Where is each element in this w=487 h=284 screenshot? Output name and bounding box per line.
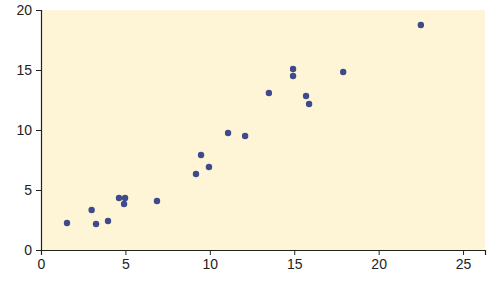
- tick-label: 5: [24, 182, 32, 198]
- plot: 0 5 10 15 20 25 0 5 10 15 20: [16, 2, 485, 272]
- tick-mark: [210, 250, 211, 255]
- point: [303, 93, 309, 99]
- tick-label: 20: [16, 2, 32, 18]
- tick: 25: [456, 250, 472, 272]
- point: [206, 164, 212, 170]
- tick-label: 0: [38, 256, 46, 272]
- point: [306, 101, 312, 107]
- tick: 5: [122, 250, 130, 272]
- point: [290, 66, 296, 72]
- tick-mark: [36, 250, 41, 251]
- y-axis: 0 5 10 15 20: [16, 2, 41, 258]
- tick-mark: [36, 190, 41, 191]
- tick-mark: [36, 10, 41, 11]
- tick: 0: [24, 242, 41, 258]
- tick: 0: [38, 250, 46, 272]
- plot-background: [41, 10, 485, 250]
- tick-mark: [125, 250, 126, 255]
- chart: 0 5 10 15 20 25 0 5 10 15 20: [0, 0, 487, 284]
- point: [340, 69, 346, 75]
- tick-mark: [36, 130, 41, 131]
- tick: 15: [16, 62, 41, 78]
- axis-line: [42, 251, 486, 256]
- point: [88, 207, 94, 213]
- tick-label: 10: [16, 122, 32, 138]
- point: [225, 130, 231, 136]
- tick-label: 10: [203, 256, 219, 272]
- points: [64, 22, 424, 227]
- tick-label: 20: [371, 256, 387, 272]
- tick-mark: [463, 250, 464, 255]
- tick-mark: [36, 70, 41, 71]
- point: [122, 195, 128, 201]
- point: [121, 201, 127, 207]
- tick: 5: [24, 182, 41, 198]
- point: [116, 195, 122, 201]
- tick-label: 15: [16, 62, 32, 78]
- point: [105, 218, 111, 224]
- point: [266, 90, 272, 96]
- point: [198, 152, 204, 158]
- tick: 20: [371, 250, 387, 272]
- point: [193, 171, 199, 177]
- tick-mark: [294, 250, 295, 255]
- point: [93, 221, 99, 227]
- tick: 10: [203, 250, 219, 272]
- point: [290, 73, 296, 79]
- tick-label: 0: [24, 242, 32, 258]
- tick: 15: [287, 250, 303, 272]
- tick-mark: [379, 250, 380, 255]
- x-axis: 0 5 10 15 20 25: [38, 250, 486, 272]
- tick-label: 25: [456, 256, 472, 272]
- point: [64, 220, 70, 226]
- point: [418, 22, 424, 28]
- axis-line: [36, 11, 42, 251]
- tick: 10: [16, 122, 41, 138]
- tick-label: 15: [287, 256, 303, 272]
- point: [154, 198, 160, 204]
- tick: 20: [16, 2, 41, 18]
- point: [242, 133, 248, 139]
- tick-label: 5: [122, 256, 130, 272]
